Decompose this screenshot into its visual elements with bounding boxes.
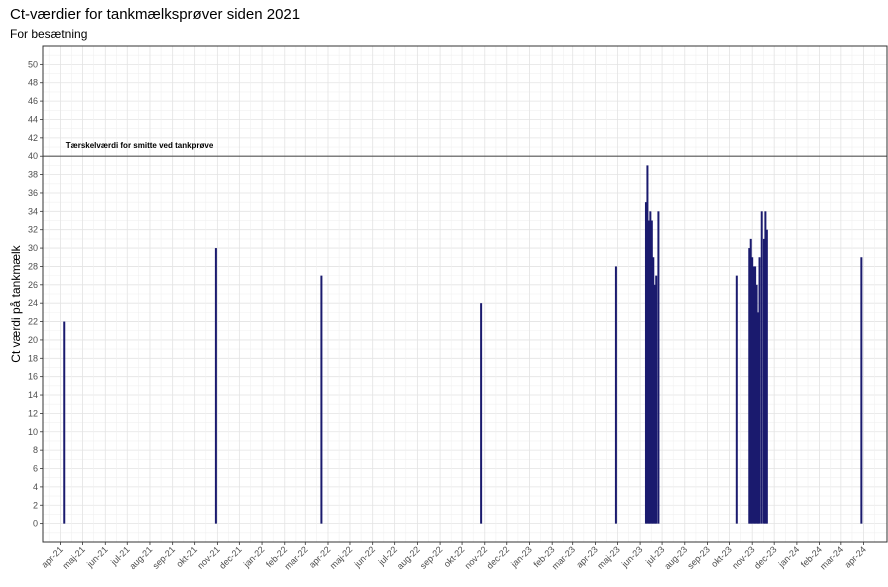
y-tick-label: 34 bbox=[28, 206, 38, 216]
y-tick-label: 38 bbox=[28, 170, 38, 180]
x-tick-label: maj-23 bbox=[595, 544, 622, 571]
x-tick-label: jun-23 bbox=[619, 544, 644, 569]
x-tick-label: dec-21 bbox=[217, 544, 244, 571]
y-tick-label: 50 bbox=[28, 59, 38, 69]
x-tick-label: jun-21 bbox=[84, 544, 109, 569]
bar bbox=[761, 211, 763, 523]
x-tick-label: apr-23 bbox=[574, 544, 599, 569]
y-tick-label: 8 bbox=[33, 445, 38, 455]
y-tick-label: 36 bbox=[28, 188, 38, 198]
x-tick-label: sep-23 bbox=[685, 544, 712, 571]
y-tick-label: 32 bbox=[28, 225, 38, 235]
bar bbox=[615, 266, 617, 523]
y-tick-label: 16 bbox=[28, 372, 38, 382]
x-tick-label: maj-22 bbox=[328, 544, 355, 571]
bar bbox=[736, 276, 738, 524]
threshold: Tærskelværdi for smitte ved tankprøve bbox=[43, 141, 887, 156]
x-tick-label: mar-23 bbox=[550, 544, 577, 571]
x-tick-label: nov-21 bbox=[195, 544, 222, 571]
x-tick-label: dec-23 bbox=[752, 544, 779, 571]
x-tick-label: mar-22 bbox=[282, 544, 309, 571]
bar bbox=[759, 257, 761, 523]
y-tick-label: 26 bbox=[28, 280, 38, 290]
x-tick-label: jan-23 bbox=[508, 544, 533, 569]
x-tick-label: nov-23 bbox=[730, 544, 757, 571]
x-tick-label: jan-24 bbox=[776, 544, 801, 569]
x-tick-label: sep-21 bbox=[151, 544, 178, 571]
x-tick-label: apr-24 bbox=[843, 544, 868, 569]
y-tick-label: 30 bbox=[28, 243, 38, 253]
x-tick-label: okt-21 bbox=[174, 544, 199, 569]
bar bbox=[655, 276, 657, 524]
x-tick-label: sep-22 bbox=[418, 544, 445, 571]
x-tick-label: mar-24 bbox=[818, 544, 845, 571]
y-tick-label: 24 bbox=[28, 298, 38, 308]
x-tick-label: jan-22 bbox=[241, 544, 266, 569]
y-tick-label: 20 bbox=[28, 335, 38, 345]
y-tick-label: 22 bbox=[28, 317, 38, 327]
y-axis-ticks: 0246810121416182022242628303234363840424… bbox=[28, 59, 43, 528]
x-tick-label: apr-22 bbox=[307, 544, 332, 569]
bars bbox=[63, 165, 862, 523]
x-tick-label: jun-22 bbox=[352, 544, 377, 569]
y-tick-label: 46 bbox=[28, 96, 38, 106]
y-tick-label: 28 bbox=[28, 261, 38, 271]
y-tick-label: 6 bbox=[33, 464, 38, 474]
y-tick-label: 10 bbox=[28, 427, 38, 437]
x-tick-label: dec-22 bbox=[485, 544, 512, 571]
x-tick-label: aug-21 bbox=[127, 544, 154, 571]
bar bbox=[860, 257, 862, 523]
x-tick-label: aug-22 bbox=[395, 544, 422, 571]
x-tick-label: maj-21 bbox=[60, 544, 87, 571]
y-axis-title: Ct værdi på tankmælk bbox=[9, 244, 23, 362]
x-tick-label: okt-22 bbox=[442, 544, 467, 569]
bar bbox=[657, 211, 659, 523]
y-tick-label: 12 bbox=[28, 408, 38, 418]
bar bbox=[766, 230, 768, 524]
y-tick-label: 40 bbox=[28, 151, 38, 161]
y-tick-label: 2 bbox=[33, 500, 38, 510]
x-tick-label: okt-23 bbox=[709, 544, 734, 569]
bar bbox=[63, 322, 65, 524]
y-tick-label: 44 bbox=[28, 114, 38, 124]
y-tick-label: 0 bbox=[33, 519, 38, 529]
y-tick-label: 48 bbox=[28, 78, 38, 88]
y-tick-label: 18 bbox=[28, 353, 38, 363]
x-tick-label: apr-21 bbox=[40, 544, 65, 569]
bar bbox=[480, 303, 482, 523]
y-tick-label: 4 bbox=[33, 482, 38, 492]
x-tick-label: nov-22 bbox=[463, 544, 490, 571]
x-tick-label: aug-23 bbox=[662, 544, 689, 571]
bar bbox=[215, 248, 217, 524]
y-tick-label: 42 bbox=[28, 133, 38, 143]
threshold-label: Tærskelværdi for smitte ved tankprøve bbox=[66, 141, 214, 150]
bar bbox=[320, 276, 322, 524]
y-tick-label: 14 bbox=[28, 390, 38, 400]
